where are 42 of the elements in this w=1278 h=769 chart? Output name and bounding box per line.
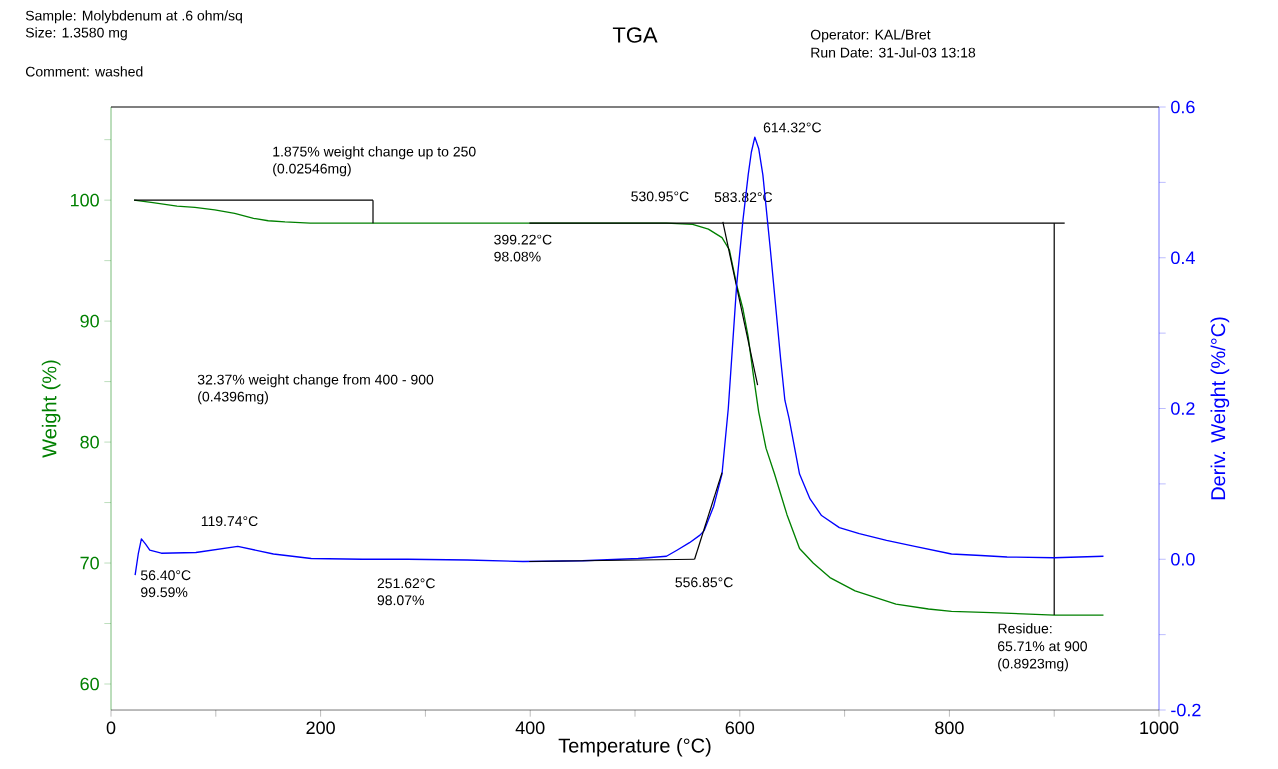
annotation: (0.8923mg) xyxy=(998,658,1068,672)
annotation: 1.875% weight change up to 250 xyxy=(273,146,476,160)
text: Sample: Molybdenum at .6 ohm/sq xyxy=(25,10,242,24)
y2-tick-label: 0.2 xyxy=(1171,402,1195,415)
y2-tick-label: 0.4 xyxy=(1171,251,1195,265)
y2-tick-label: 0.0 xyxy=(1171,552,1195,566)
annotation: 98.07% xyxy=(377,595,424,606)
x-tick-label: 0 xyxy=(106,721,116,735)
x-tick-label: 1000 xyxy=(1140,721,1179,735)
annotation: Residue: xyxy=(998,623,1052,634)
text: Size: 1.3580 mg xyxy=(25,27,127,41)
annotation: 32.37% weight change from 400 - 900 xyxy=(197,374,434,388)
text: Comment: washed xyxy=(25,66,143,77)
text: Run Date: 31-Jul-03 13:18 xyxy=(811,47,976,58)
x-tick-label: 600 xyxy=(725,721,755,735)
annotation: (0.4396mg) xyxy=(198,391,268,405)
annotation: 399.22°C xyxy=(494,234,552,245)
y-axis-title: Weight (%) xyxy=(41,360,61,458)
y-tick-label: 70 xyxy=(80,556,99,570)
annotation: 251.62°C xyxy=(377,578,435,589)
x-tick-label: 400 xyxy=(515,721,545,735)
annotation: 98.08% xyxy=(494,251,541,262)
x-tick-label: 800 xyxy=(935,721,964,735)
annotation: 99.59% xyxy=(141,587,188,598)
x-tick-label: 200 xyxy=(306,721,335,735)
x-axis-title: Temperature (°C) xyxy=(558,737,711,757)
y2-axis-title: Deriv. Weight (%/°C) xyxy=(1210,317,1230,500)
text: Operator: KAL/Bret xyxy=(810,29,931,43)
annotation: 56.40°C xyxy=(140,570,191,581)
y-tick-label: 60 xyxy=(80,677,99,691)
y2-tick-label: -0.2 xyxy=(1171,703,1201,717)
annotation: 530.95°C xyxy=(631,191,689,202)
annotation: 614.32°C xyxy=(763,122,822,133)
y-tick-label: 100 xyxy=(70,193,99,207)
annotation: 556.85°C xyxy=(675,577,733,588)
y2-tick-label: 0.6 xyxy=(1171,100,1195,114)
y-tick-label: 90 xyxy=(80,314,99,328)
annotation: (0.02546mg) xyxy=(273,163,351,177)
y-tick-label: 80 xyxy=(80,435,99,449)
annotation: 119.74°C xyxy=(201,516,258,527)
annotation: 65.71% at 900 xyxy=(997,641,1087,652)
chart-title: TGA xyxy=(612,27,658,43)
